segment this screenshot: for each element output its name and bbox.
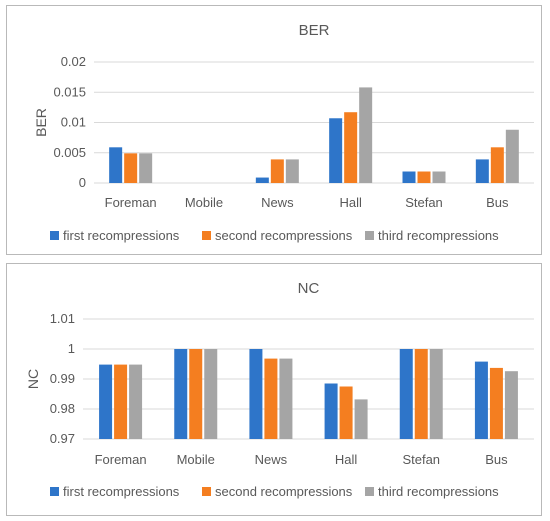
ber-x-tick-label: Foreman — [105, 195, 157, 210]
nc-y-tick-label: 0.98 — [50, 401, 75, 416]
ber-y-tick-label: 0 — [79, 175, 86, 190]
ber-x-tick-label: Hall — [339, 195, 362, 210]
ber-x-tick-label: Bus — [486, 195, 509, 210]
nc-legend-label: second recompressions — [215, 484, 353, 499]
ber-legend-label: first recompressions — [63, 228, 180, 243]
ber-x-tick-label: Mobile — [185, 195, 223, 210]
ber-y-tick-label: 0.01 — [61, 115, 86, 130]
nc-bar-stefan-s1 — [399, 349, 413, 439]
nc-x-tick-label: Hall — [335, 452, 358, 467]
nc-x-tick-label: Mobile — [177, 452, 215, 467]
nc-x-tick-label: Foreman — [95, 452, 147, 467]
ber-legend-label: third recompressions — [378, 228, 499, 243]
nc-bar-hall-s2 — [339, 386, 353, 439]
ber-x-tick-label: Stefan — [405, 195, 443, 210]
ber-bar-foreman-s2 — [124, 153, 138, 183]
nc-y-tick-label: 0.97 — [50, 431, 75, 446]
ber-bar-stefan-s3 — [432, 171, 446, 183]
nc-bar-foreman-s2 — [114, 364, 128, 439]
ber-legend-swatch — [50, 231, 59, 240]
ber-y-tick-label: 0.015 — [53, 84, 86, 99]
nc-bar-news-s3 — [279, 358, 293, 439]
ber-legend-label: second recompressions — [215, 228, 353, 243]
ber-bar-hall-s2 — [344, 112, 358, 183]
nc-legend-swatch — [365, 487, 374, 496]
ber-bar-hall-s1 — [329, 118, 343, 183]
ber-bar-foreman-s1 — [109, 147, 123, 183]
ber-bar-hall-s3 — [359, 87, 373, 183]
nc-bar-hall-s3 — [354, 399, 368, 439]
nc-chart: NC NC 0.97 0.98 0.99 1 1.01 Foreman Mobile News Ha… — [25, 280, 534, 499]
nc-chart-title: NC — [298, 280, 320, 297]
nc-bar-hall-s1 — [324, 383, 338, 439]
nc-legend-swatch — [202, 487, 211, 496]
ber-chart-title: BER — [299, 22, 330, 39]
nc-chart-panel: NC NC 0.97 0.98 0.99 1 1.01 Foreman Mobile News Ha… — [6, 263, 542, 516]
ber-y-axis-label: BER — [33, 108, 49, 137]
nc-y-tick-label: 1 — [68, 341, 75, 356]
ber-bar-bus-s1 — [475, 159, 489, 183]
ber-x-tick-label: News — [261, 195, 294, 210]
ber-legend-swatch — [202, 231, 211, 240]
ber-bar-bus-s3 — [505, 129, 519, 183]
nc-legend-label: first recompressions — [63, 484, 180, 499]
ber-bar-news-s1 — [255, 177, 269, 183]
nc-legend-label: third recompressions — [378, 484, 499, 499]
nc-x-tick-label: Stefan — [402, 452, 440, 467]
ber-bar-news-s3 — [285, 159, 299, 183]
ber-bar-bus-s2 — [490, 147, 504, 183]
nc-bar-bus-s2 — [489, 367, 503, 439]
ber-y-tick-label: 0.02 — [61, 54, 86, 69]
nc-y-axis-label: NC — [25, 369, 41, 389]
ber-y-tick-label: 0.005 — [53, 145, 86, 160]
ber-bar-foreman-s3 — [139, 153, 153, 183]
nc-bar-bus-s1 — [474, 361, 488, 439]
nc-bar-stefan-s2 — [414, 349, 428, 439]
nc-bar-news-s2 — [264, 358, 278, 439]
nc-bar-mobile-s2 — [189, 349, 203, 439]
nc-x-tick-label: News — [255, 452, 288, 467]
nc-bar-stefan-s3 — [429, 349, 443, 439]
ber-bar-stefan-s1 — [402, 171, 416, 183]
nc-bar-mobile-s1 — [174, 349, 188, 439]
nc-bar-news-s1 — [249, 349, 263, 439]
nc-legend-swatch — [50, 487, 59, 496]
nc-bar-foreman-s1 — [99, 364, 113, 439]
nc-bar-bus-s3 — [504, 371, 518, 439]
nc-bar-mobile-s3 — [204, 349, 218, 439]
ber-chart: BER BER 0 0.005 0.01 0.015 0.02 Foreman Mobile Ne… — [33, 22, 534, 243]
nc-y-tick-label: 0.99 — [50, 371, 75, 386]
nc-x-tick-label: Bus — [485, 452, 508, 467]
ber-bar-stefan-s2 — [417, 171, 431, 183]
ber-bar-news-s2 — [270, 159, 284, 183]
nc-bar-foreman-s3 — [129, 364, 143, 439]
ber-legend-swatch — [365, 231, 374, 240]
nc-y-tick-label: 1.01 — [50, 311, 75, 326]
ber-chart-panel: BER BER 0 0.005 0.01 0.015 0.02 Foreman Mobile Ne… — [6, 5, 542, 255]
